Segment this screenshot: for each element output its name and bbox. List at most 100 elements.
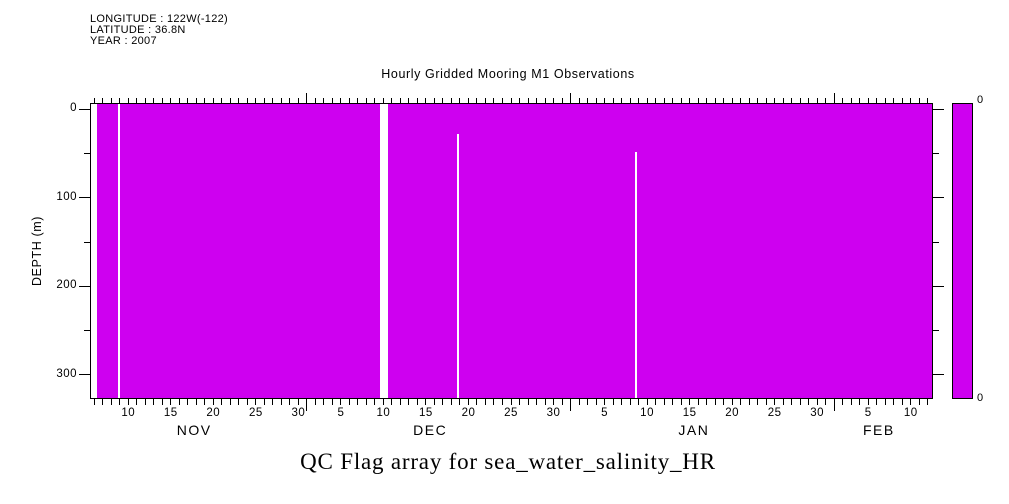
- x-tick-top: [646, 98, 648, 103]
- missing-data-gap: [380, 104, 389, 398]
- x-tick-label: 5: [337, 407, 345, 419]
- x-tick-bottom: [297, 399, 299, 405]
- y-tick-right-minor: [933, 241, 939, 243]
- x-tick-top: [263, 98, 265, 103]
- x-tick-bottom: [365, 399, 367, 405]
- x-tick-bottom: [340, 399, 342, 405]
- x-tick-bottom: [774, 399, 776, 405]
- x-tick-top: [595, 98, 597, 103]
- x-tick-label: 15: [682, 407, 697, 419]
- x-tick-bottom: [170, 399, 172, 405]
- x-tick-bottom: [221, 399, 223, 405]
- x-tick-top: [672, 98, 674, 103]
- y-tick-left-major: [79, 285, 90, 287]
- x-tick-top: [527, 98, 529, 103]
- x-month-label: NOV: [176, 422, 212, 438]
- x-tick-bottom: [246, 399, 248, 405]
- colorbar-top-label: 0: [977, 94, 984, 106]
- x-tick-bottom: [178, 399, 180, 405]
- x-tick-top: [246, 98, 248, 103]
- x-tick-bottom: [357, 399, 359, 405]
- x-tick-label: 30: [810, 407, 825, 419]
- x-tick-top: [706, 98, 708, 103]
- x-tick-label: 10: [640, 407, 654, 419]
- x-tick-top: [697, 98, 699, 103]
- x-tick-top: [757, 98, 759, 103]
- x-tick-bottom: [467, 399, 469, 405]
- x-tick-top: [484, 98, 486, 103]
- x-tick-bottom: [825, 399, 827, 405]
- x-tick-top: [374, 98, 376, 103]
- x-tick-top: [459, 98, 461, 103]
- x-tick-top: [825, 98, 827, 103]
- x-tick-top: [927, 98, 929, 103]
- x-tick-bottom: [382, 399, 384, 405]
- x-tick-bottom: [314, 399, 316, 405]
- x-tick-top: [170, 98, 172, 103]
- x-tick-top: [365, 98, 367, 103]
- x-tick-top: [731, 98, 733, 103]
- header-line-year: YEAR : 2007: [90, 35, 157, 47]
- x-tick-bottom: [416, 399, 418, 405]
- header-line-latitude: LATITUDE : 36.8N: [90, 24, 186, 36]
- x-tick-bottom: [850, 399, 852, 405]
- x-tick-top: [621, 98, 623, 103]
- x-tick-bottom: [306, 399, 308, 411]
- x-tick-bottom: [425, 399, 427, 405]
- y-tick-right-major: [933, 108, 944, 110]
- x-tick-label: 10: [121, 407, 136, 419]
- x-tick-bottom: [867, 399, 869, 405]
- x-tick-top: [663, 98, 665, 103]
- x-tick-bottom: [136, 399, 138, 405]
- x-tick-top: [255, 98, 257, 103]
- x-tick-top: [782, 98, 784, 103]
- x-tick-bottom: [161, 399, 163, 405]
- y-tick-label: 0: [70, 102, 77, 115]
- x-tick-bottom: [110, 399, 112, 405]
- x-tick-bottom: [833, 399, 835, 411]
- x-tick-top: [93, 98, 95, 103]
- x-tick-bottom: [595, 399, 597, 405]
- x-tick-top: [450, 98, 452, 103]
- x-tick-top: [689, 98, 691, 103]
- x-tick-bottom: [663, 399, 665, 405]
- x-tick-top: [331, 98, 333, 103]
- x-tick-bottom: [689, 399, 691, 405]
- x-tick-top: [604, 98, 606, 103]
- x-tick-bottom: [748, 399, 750, 405]
- x-tick-bottom: [570, 399, 572, 411]
- x-tick-bottom: [859, 399, 861, 405]
- x-tick-bottom: [655, 399, 657, 405]
- x-tick-top: [893, 98, 895, 103]
- x-tick-top: [808, 98, 810, 103]
- missing-data-gap: [635, 151, 637, 398]
- x-tick-bottom: [544, 399, 546, 405]
- x-tick-bottom: [842, 399, 844, 405]
- x-tick-bottom: [816, 399, 818, 405]
- x-tick-top: [799, 98, 801, 103]
- header-line-longitude: LONGITUDE : 122W(-122): [90, 13, 229, 25]
- x-tick-top: [382, 98, 384, 103]
- x-tick-bottom: [901, 399, 903, 405]
- x-tick-top: [289, 98, 291, 103]
- x-tick-top: [501, 98, 503, 103]
- x-tick-top: [408, 98, 410, 103]
- x-tick-top: [842, 98, 844, 103]
- x-tick-top: [553, 98, 555, 103]
- x-tick-top: [833, 93, 835, 103]
- y-tick-left-minor: [84, 241, 90, 243]
- x-tick-top: [280, 98, 282, 103]
- x-tick-top: [323, 98, 325, 103]
- x-tick-label: 25: [504, 407, 518, 419]
- x-month-label: JAN: [678, 422, 710, 438]
- colorbar-bottom-label: 0: [977, 392, 984, 404]
- x-tick-bottom: [204, 399, 206, 405]
- x-tick-bottom: [280, 399, 282, 405]
- heatmap-plot-area: [90, 103, 933, 399]
- x-tick-bottom: [119, 399, 121, 405]
- x-month-label: FEB: [862, 422, 895, 438]
- x-tick-bottom: [408, 399, 410, 405]
- x-tick-top: [638, 98, 640, 103]
- x-tick-bottom: [153, 399, 155, 405]
- x-tick-label: 15: [419, 407, 433, 419]
